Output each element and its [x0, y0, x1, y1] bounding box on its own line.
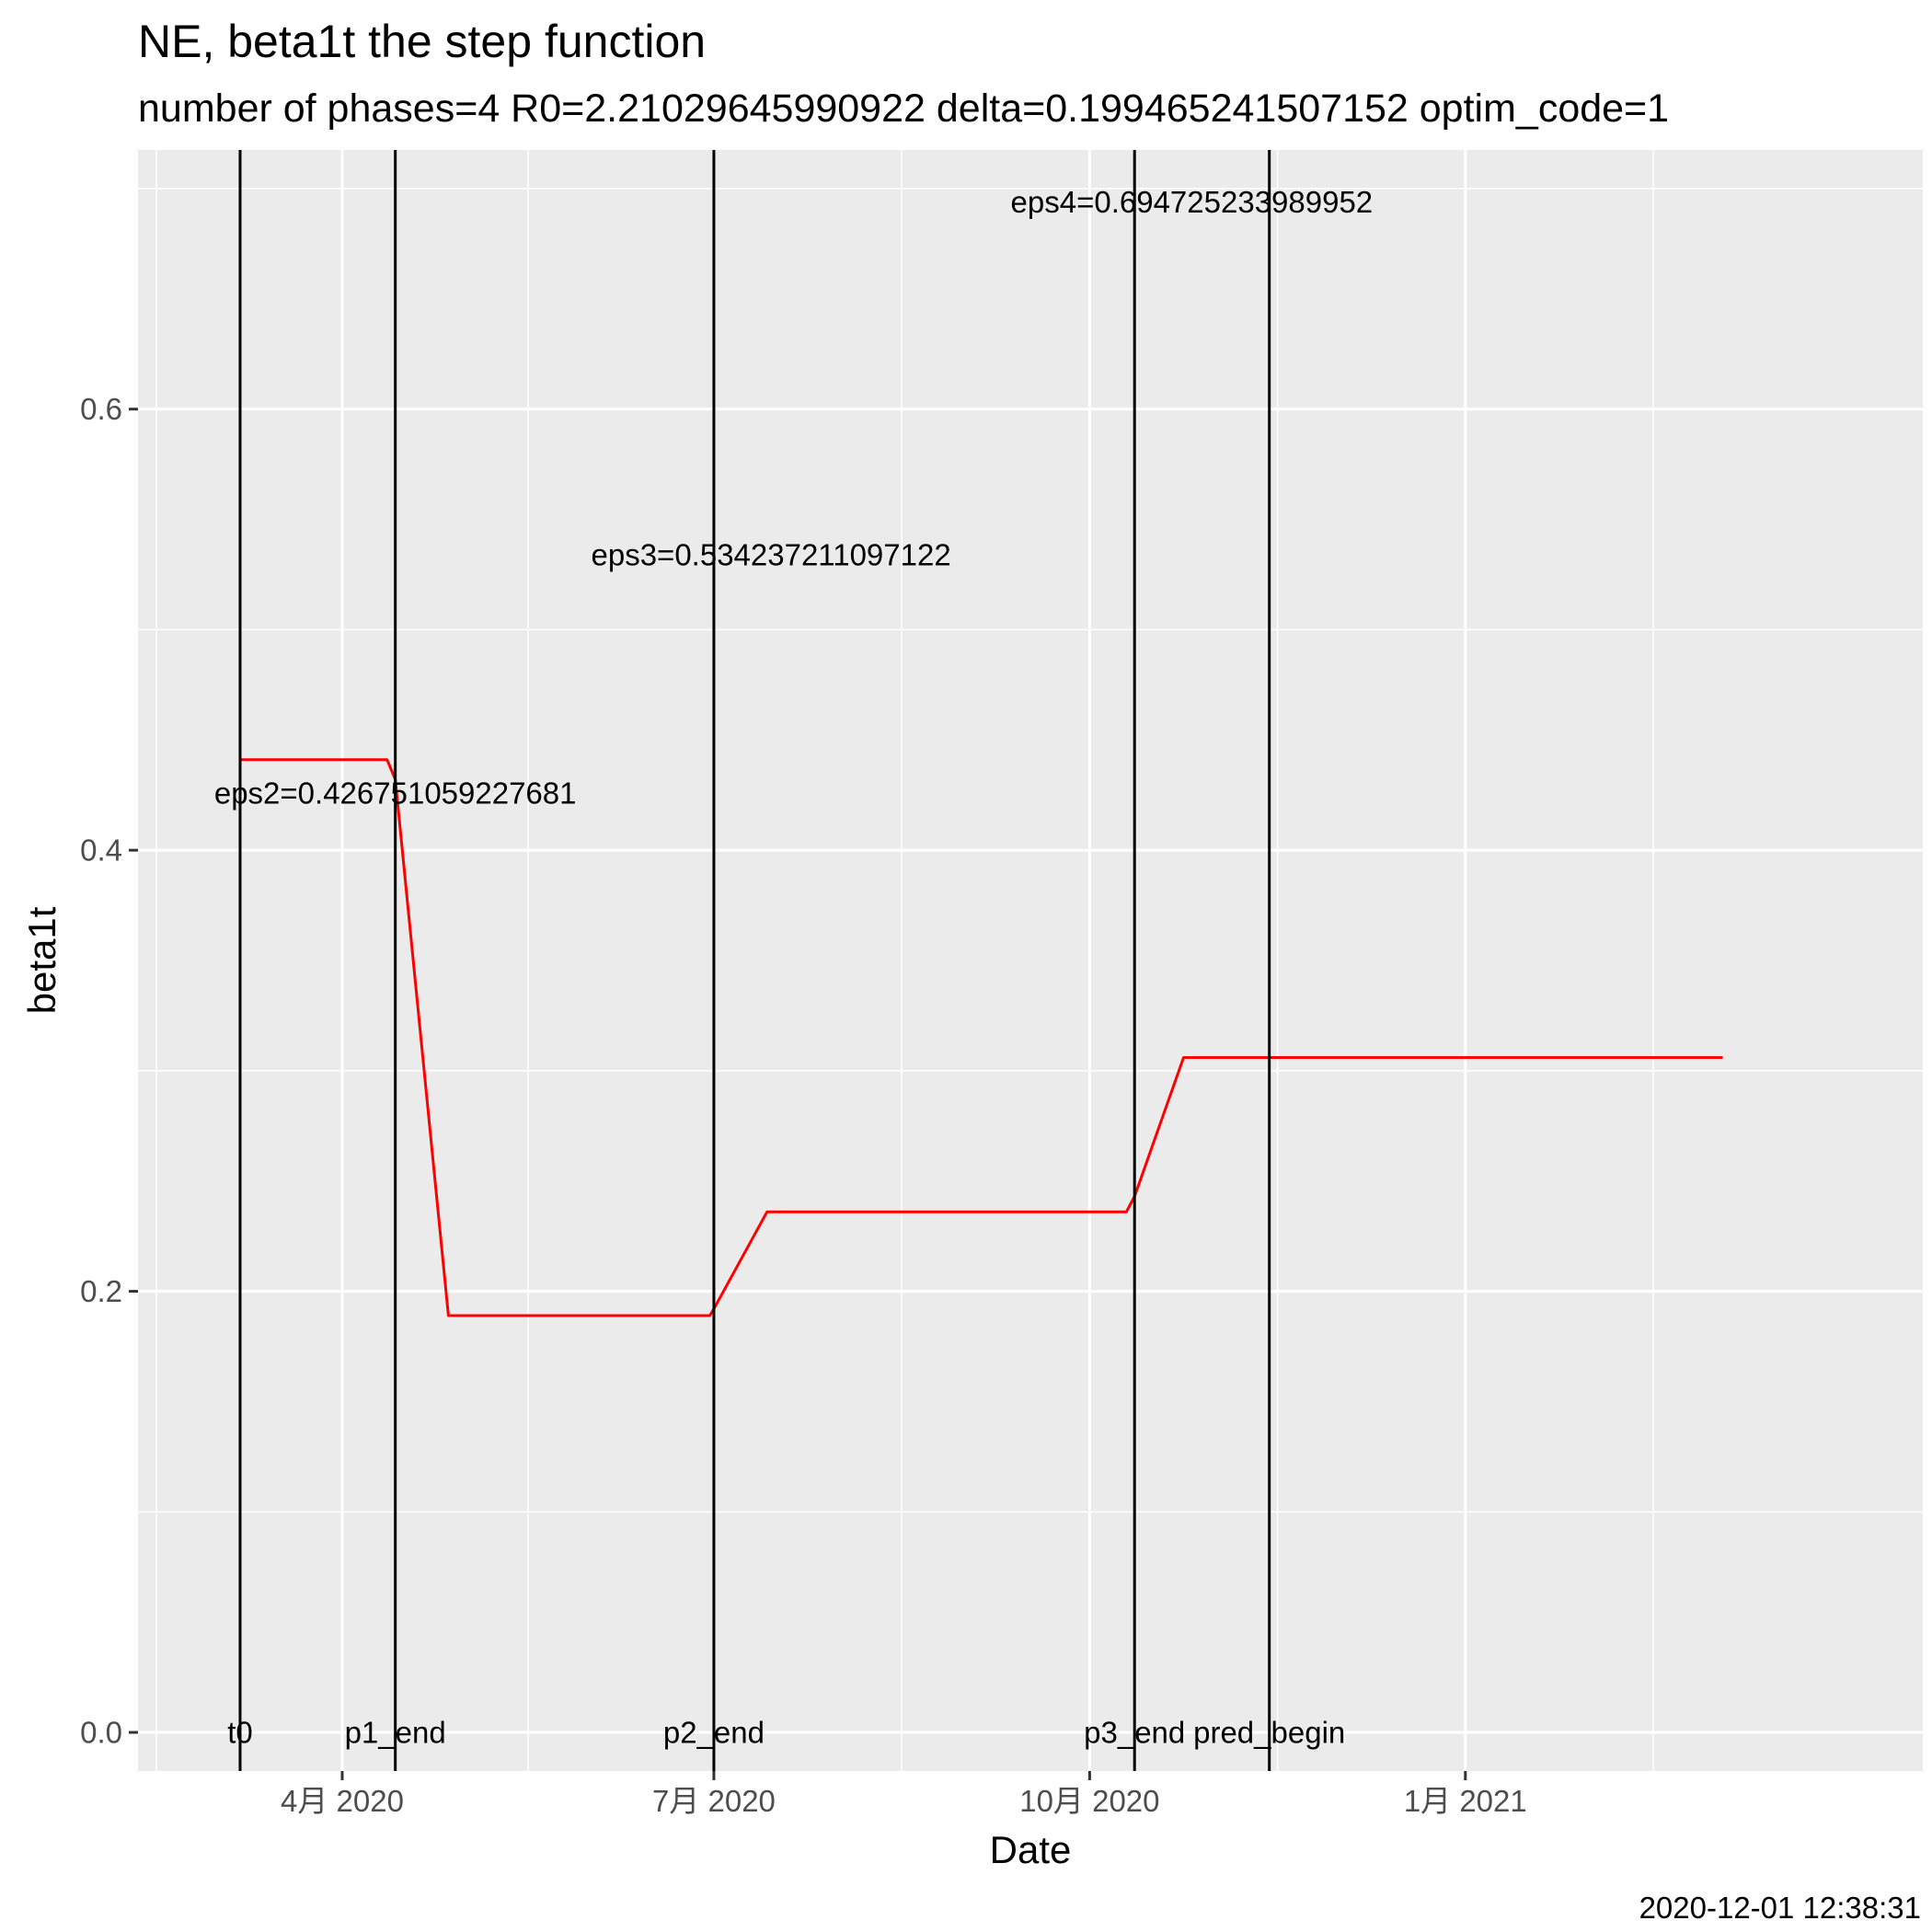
plot-panel	[138, 150, 1923, 1771]
timestamp-caption: 2020-12-01 12:38:31	[1639, 1891, 1921, 1925]
x-axis: 4月 2020 7月 2020 10月 2020 1月 2021	[281, 1771, 1527, 1818]
y-tick-label: 0.6	[80, 392, 122, 426]
eps-annotation: eps3=0.534237211097122	[591, 537, 950, 571]
vline-label: p2_end	[663, 1716, 765, 1750]
y-tick-label: 0.2	[80, 1274, 122, 1308]
x-tick-label: 4月 2020	[281, 1784, 404, 1818]
chart-subtitle: number of phases=4 R0=2.21029645990922 d…	[138, 86, 1669, 131]
vline-label: t0	[227, 1716, 253, 1750]
annotation-layer: eps2=0.426751059227681 eps3=0.53423721109…	[214, 185, 1373, 810]
vline-label: pred_begin	[1193, 1716, 1345, 1750]
grid-minor	[138, 150, 1923, 1771]
x-tick-label: 1月 2021	[1404, 1784, 1527, 1818]
eps-annotation: eps4=0.694725233989952	[1011, 185, 1374, 219]
x-axis-title: Date	[990, 1828, 1072, 1871]
x-tick-label: 10月 2020	[1019, 1784, 1159, 1818]
chart-title: NE, beta1t the step function	[138, 16, 706, 67]
vline-label: p3_end	[1084, 1716, 1185, 1750]
y-axis-title: beta1t	[20, 906, 63, 1014]
y-tick-label: 0.4	[80, 834, 122, 868]
vline-layer: t0 p1_end p2_end p3_end pred_begin	[227, 150, 1345, 1771]
eps-annotation: eps2=0.426751059227681	[214, 776, 577, 810]
vline-label: p1_end	[345, 1716, 446, 1750]
y-axis: 0.0 0.2 0.4 0.6	[80, 392, 138, 1750]
x-tick-label: 7月 2020	[652, 1784, 776, 1818]
y-tick-label: 0.0	[80, 1716, 122, 1750]
